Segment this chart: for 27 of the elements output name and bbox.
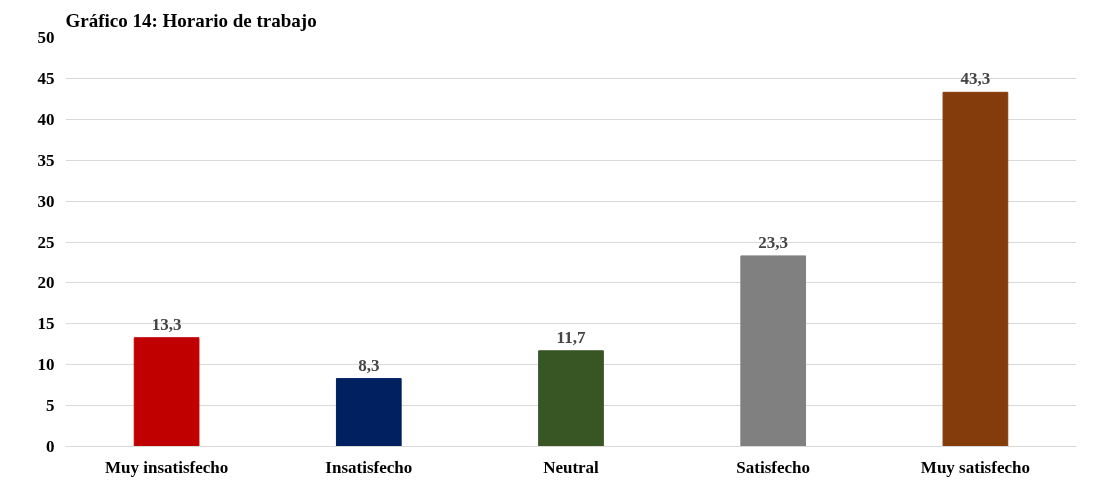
y-tick-label: 0	[46, 437, 55, 456]
x-tick-label: Neutral	[543, 457, 600, 477]
y-tick-label: 35	[37, 150, 55, 170]
bar	[335, 378, 402, 447]
data-label: 43,3	[960, 69, 991, 89]
y-tick-label: 40	[37, 109, 55, 129]
y-tick-label: 25	[37, 232, 55, 252]
data-label: 8,3	[358, 355, 380, 375]
y-tick-label: 20	[37, 273, 55, 293]
x-tick-label: Satisfecho	[736, 457, 811, 477]
y-tick-label: 45	[37, 68, 55, 88]
bar	[133, 337, 200, 447]
x-tick-label: Muy insatisfecho	[104, 457, 229, 477]
data-label: 23,3	[758, 232, 789, 252]
data-label: 11,7	[556, 327, 586, 347]
chart-title: Gráfico 14: Horario de trabajo	[65, 9, 317, 31]
data-label: 13,3	[151, 314, 182, 334]
y-tick-label: 30	[37, 191, 55, 211]
x-tick-label: Insatisfecho	[325, 457, 413, 477]
y-tick-label: 10	[37, 355, 55, 375]
bar	[538, 350, 604, 447]
y-tick-label: 15	[37, 314, 55, 334]
y-tick-label: 50	[37, 28, 55, 47]
bar	[740, 255, 807, 447]
y-tick-label: 5	[46, 396, 55, 416]
bar	[942, 91, 1009, 447]
x-tick-label: Muy satisfecho	[920, 457, 1030, 477]
